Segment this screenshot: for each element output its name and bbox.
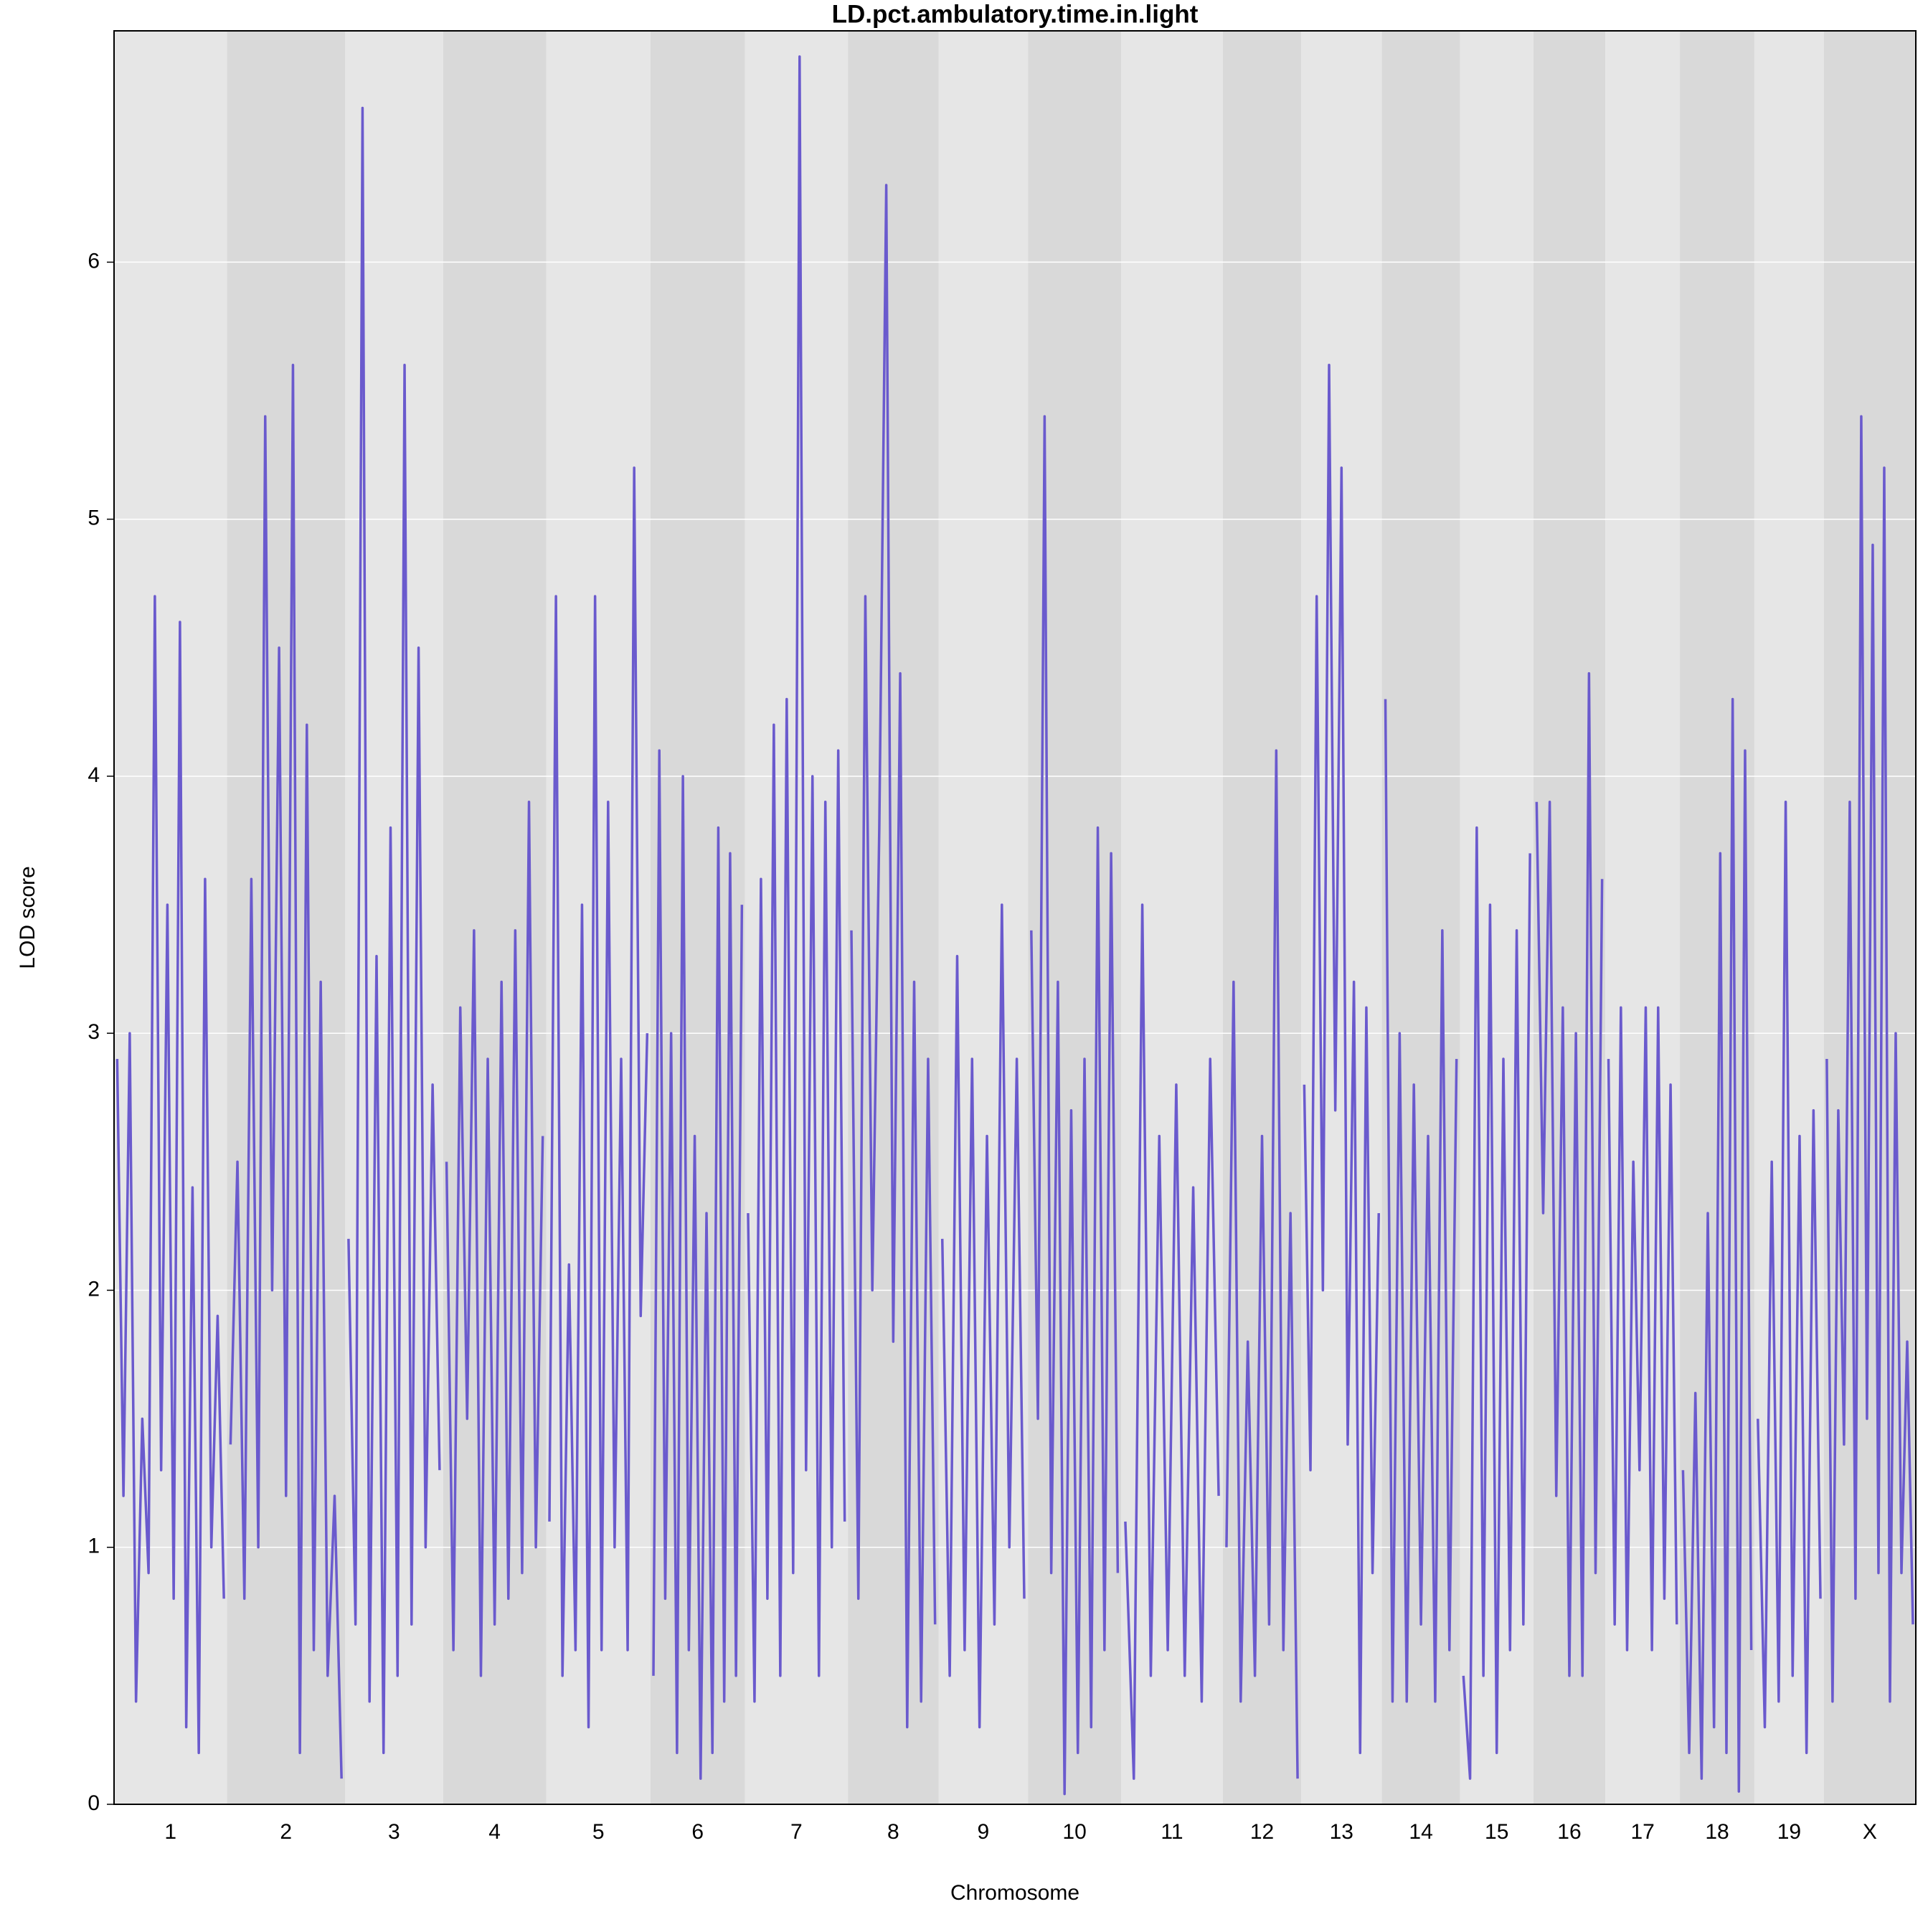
lod-line (1303, 363, 1380, 1755)
chromosome-band (546, 31, 651, 1804)
x-tick-label: 17 (1630, 1820, 1654, 1844)
chromosome-band (1533, 31, 1606, 1804)
chart-title: LD.pct.ambulatory.time.in.light (832, 0, 1199, 28)
x-tick-label: 6 (691, 1820, 704, 1844)
y-tick-label: 4 (88, 763, 100, 787)
x-tick-label: 16 (1557, 1820, 1581, 1844)
x-tick-label: 12 (1250, 1820, 1274, 1844)
lod-line (1225, 749, 1299, 1779)
x-tick-label: X (1863, 1820, 1877, 1844)
chromosome-band (1605, 31, 1681, 1804)
lod-line (548, 466, 649, 1729)
chromosome-band (1754, 31, 1824, 1804)
x-tick-label: 10 (1062, 1820, 1086, 1844)
y-tick-label: 2 (88, 1277, 100, 1301)
lod-line (940, 903, 1026, 1729)
x-tick-label: 14 (1409, 1820, 1432, 1844)
lod-line (1030, 415, 1120, 1796)
y-tick-label: 1 (88, 1535, 100, 1558)
lod-line (652, 749, 744, 1780)
x-tick-label: 2 (280, 1820, 292, 1844)
lod-line (1825, 415, 1914, 1703)
lod-line (115, 595, 225, 1755)
y-tick-label: 5 (88, 506, 100, 530)
chromosome-band (1222, 31, 1302, 1804)
lod-line (1462, 826, 1531, 1780)
x-tick-label: 7 (790, 1820, 803, 1844)
x-tick-label: 8 (887, 1820, 899, 1844)
y-tick-label: 3 (88, 1020, 100, 1044)
x-tick-label: 3 (388, 1820, 400, 1844)
x-tick-label: 4 (488, 1820, 501, 1844)
lod-line (1607, 1006, 1678, 1651)
x-tick-label: 18 (1705, 1820, 1729, 1844)
lod-line (850, 184, 937, 1729)
x-tick-label: 13 (1330, 1820, 1353, 1844)
x-axis-label: Chromosome (950, 1881, 1079, 1905)
lod-line (1124, 903, 1220, 1780)
chromosome-band (848, 31, 939, 1804)
lod-line (1681, 697, 1753, 1793)
lod-line (347, 106, 441, 1755)
x-tick-label: 11 (1161, 1820, 1183, 1844)
x-tick-label: 15 (1485, 1820, 1508, 1844)
plot-frame (113, 30, 1917, 1805)
y-tick-label: 0 (88, 1791, 100, 1815)
lod-line (229, 363, 343, 1779)
x-tick-label: 1 (164, 1820, 176, 1844)
y-axis-label: LOD score (16, 866, 39, 969)
lod-line (1757, 801, 1822, 1755)
chromosome-band (114, 31, 227, 1804)
x-tick-label: 5 (592, 1820, 605, 1844)
lod-line (1535, 672, 1604, 1677)
lod-line (1384, 699, 1458, 1703)
x-tick-label: 19 (1777, 1820, 1801, 1844)
x-tick-label: 9 (978, 1820, 990, 1844)
lod-line (747, 55, 846, 1703)
lod-line (445, 801, 544, 1677)
chromosome-band (1121, 31, 1223, 1804)
y-tick-label: 6 (88, 249, 100, 273)
